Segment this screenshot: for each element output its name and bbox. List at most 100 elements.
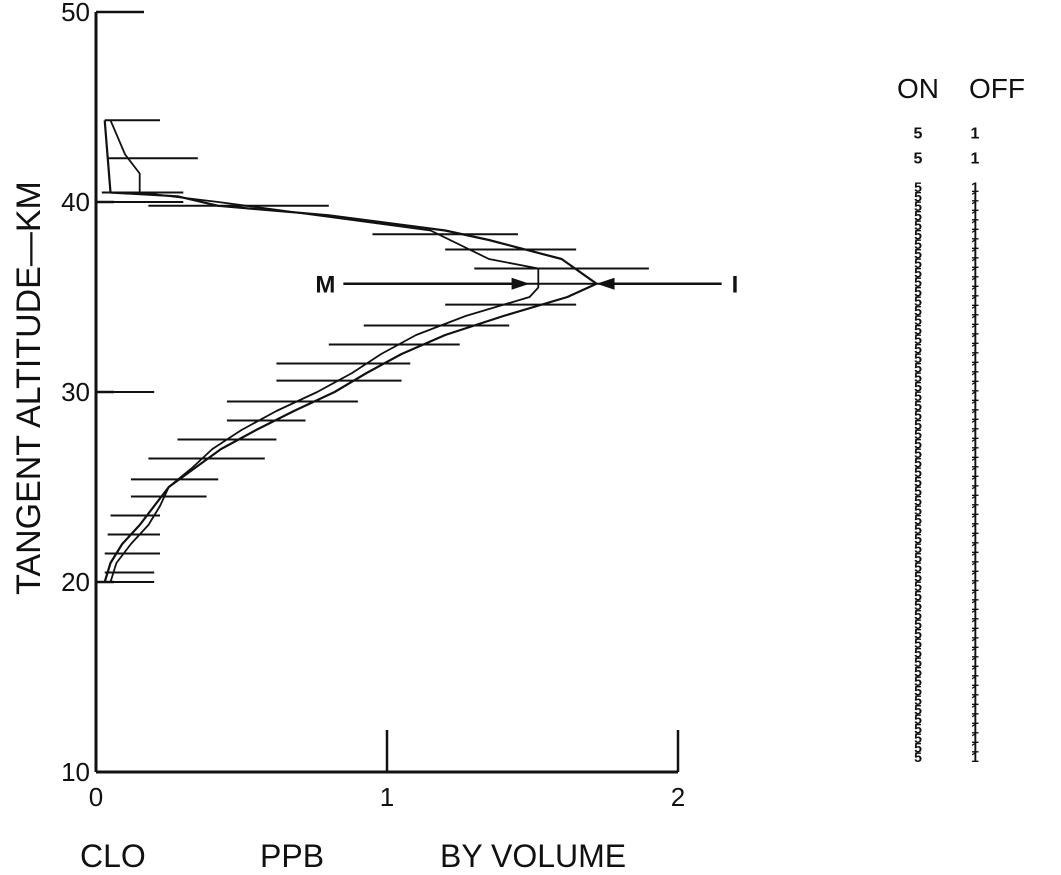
on-value: 5 xyxy=(914,473,922,489)
on-value: 5 xyxy=(914,236,922,252)
on-value: 5 xyxy=(914,198,922,214)
on-value: 5 xyxy=(914,749,922,765)
on-value: 5 xyxy=(914,739,922,755)
off-value: 1 xyxy=(971,749,979,765)
off-value: 1 xyxy=(971,587,979,603)
series-line-i xyxy=(103,120,598,583)
on-value: 5 xyxy=(914,483,922,499)
on-value: 5 xyxy=(914,578,922,594)
on-value: 5 xyxy=(914,606,922,622)
on-off-table: ON OFF 5 1 5 1 5 1 5 1 5 1 5 1 5 1 5 1 5 1 5 1 5 1 5 1 5 1 5 1 5 1 5 1 5 1 5… xyxy=(897,73,1025,765)
on-value: 5 xyxy=(914,264,922,280)
on-value: 5 xyxy=(914,179,922,195)
x-tick-label: 0 xyxy=(89,782,103,812)
on-value: 5 xyxy=(914,663,922,679)
off-value: 1 xyxy=(971,625,979,641)
off-value: 1 xyxy=(971,483,979,499)
off-value: 1 xyxy=(971,274,979,290)
off-value: 1 xyxy=(971,540,979,556)
on-value: 5 xyxy=(914,283,922,299)
on-value: 5 xyxy=(914,616,922,632)
off-value: 1 xyxy=(971,245,979,261)
off-column-header: OFF xyxy=(969,73,1025,104)
off-value: 1 xyxy=(971,597,979,613)
on-value: 5 xyxy=(914,416,922,432)
on-value: 5 xyxy=(914,369,922,385)
off-value: 1 xyxy=(971,369,979,385)
on-value: 5 xyxy=(914,568,922,584)
off-value: 1 xyxy=(971,663,979,679)
on-value: 5 xyxy=(914,426,922,442)
on-value: 5 xyxy=(914,350,922,366)
on-value: 5 xyxy=(914,126,923,143)
error-bars xyxy=(101,119,649,583)
off-value: 1 xyxy=(971,692,979,708)
off-value: 1 xyxy=(971,711,979,727)
y-tick-label: 20 xyxy=(61,567,90,597)
on-value: 5 xyxy=(914,701,922,717)
x-axis-title-unit: PPB xyxy=(260,838,324,874)
off-value: 1 xyxy=(971,188,979,204)
on-value: 5 xyxy=(914,302,922,318)
on-value: 5 xyxy=(914,188,922,204)
y-tick-label: 40 xyxy=(61,187,90,217)
off-value: 1 xyxy=(971,682,979,698)
on-value: 5 xyxy=(914,274,922,290)
on-value: 5 xyxy=(914,207,922,223)
off-value: 1 xyxy=(971,426,979,442)
on-value: 5 xyxy=(914,549,922,565)
off-value: 1 xyxy=(971,302,979,318)
on-value: 5 xyxy=(914,312,922,328)
annotation-label-m: M xyxy=(315,272,335,299)
series-line-m xyxy=(109,119,540,583)
on-value: 5 xyxy=(914,331,922,347)
off-value: 1 xyxy=(971,350,979,366)
off-value: 1 xyxy=(971,473,979,489)
off-value: 1 xyxy=(971,217,979,233)
on-value: 5 xyxy=(914,293,922,309)
off-value: 1 xyxy=(971,378,979,394)
off-value: 1 xyxy=(971,549,979,565)
on-value: 5 xyxy=(914,511,922,527)
on-value: 5 xyxy=(914,730,922,746)
off-value: 1 xyxy=(971,502,979,518)
on-value: 5 xyxy=(914,388,922,404)
on-value: 5 xyxy=(914,378,922,394)
off-value: 1 xyxy=(971,720,979,736)
series-lines xyxy=(103,119,598,583)
off-value: 1 xyxy=(971,397,979,413)
off-value: 1 xyxy=(971,464,979,480)
off-value: 1 xyxy=(971,435,979,451)
off-value: 1 xyxy=(971,198,979,214)
on-value: 5 xyxy=(914,692,922,708)
off-value: 1 xyxy=(971,730,979,746)
y-tick-label: 50 xyxy=(61,0,90,27)
off-value: 1 xyxy=(971,340,979,356)
on-value: 5 xyxy=(914,673,922,689)
on-value: 5 xyxy=(914,397,922,413)
off-value: 1 xyxy=(971,226,979,242)
off-value: 1 xyxy=(971,568,979,584)
off-value: 1 xyxy=(971,388,979,404)
off-value: 1 xyxy=(971,654,979,670)
on-value: 5 xyxy=(914,407,922,423)
off-value: 1 xyxy=(971,521,979,537)
off-value: 1 xyxy=(971,331,979,347)
off-value: 1 xyxy=(971,283,979,299)
y-tick-label: 10 xyxy=(61,757,90,787)
off-value: 1 xyxy=(971,673,979,689)
off-value: 1 xyxy=(971,445,979,461)
on-value: 5 xyxy=(914,644,922,660)
on-value: 5 xyxy=(914,682,922,698)
off-value: 1 xyxy=(971,606,979,622)
off-value: 1 xyxy=(971,312,979,328)
off-value: 1 xyxy=(971,416,979,432)
annotation-arrowhead xyxy=(596,277,615,290)
on-value: 5 xyxy=(914,464,922,480)
on-value: 5 xyxy=(914,435,922,451)
on-value: 5 xyxy=(914,530,922,546)
on-column-header: ON xyxy=(897,73,939,104)
x-tick-label: 1 xyxy=(380,782,394,812)
off-value: 1 xyxy=(971,264,979,280)
